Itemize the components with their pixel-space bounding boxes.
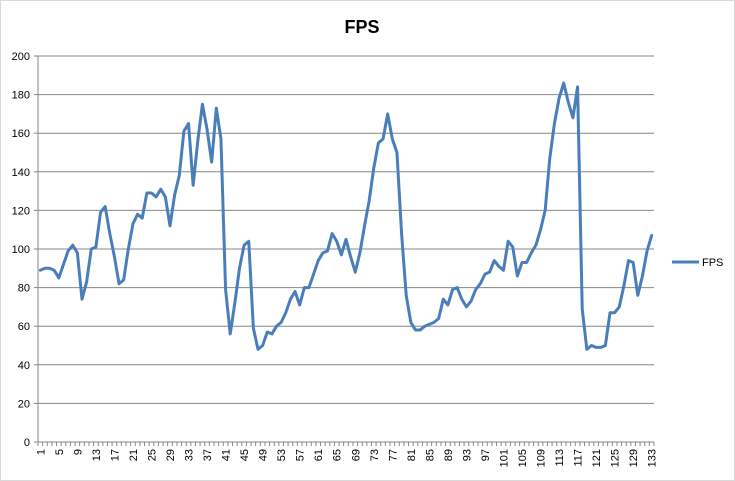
x-tick-label: 121 xyxy=(591,449,603,467)
y-tick-label: 80 xyxy=(18,283,30,295)
x-tick-label: 69 xyxy=(350,449,362,461)
x-tick-label: 9 xyxy=(72,449,84,455)
x-tick-label: 33 xyxy=(184,449,196,461)
x-tick-label: 65 xyxy=(332,449,344,461)
x-tick-label: 133 xyxy=(647,449,659,467)
y-tick-label: 140 xyxy=(12,167,30,179)
x-tick-label: 77 xyxy=(387,449,399,461)
x-tick-label: 113 xyxy=(554,449,566,467)
x-tick-label: 5 xyxy=(54,449,66,455)
x-tick-label: 85 xyxy=(424,449,436,461)
y-tick-label: 40 xyxy=(18,360,30,372)
y-tick-label: 160 xyxy=(12,128,30,140)
x-tick-label: 125 xyxy=(610,449,622,467)
x-tick-label: 73 xyxy=(369,449,381,461)
gridlines xyxy=(38,55,654,404)
x-tick-label: 93 xyxy=(461,449,473,461)
y-tick-label: 60 xyxy=(18,321,30,333)
x-tick-label: 97 xyxy=(480,449,492,461)
legend-label-fps: FPS xyxy=(702,257,723,269)
chart-title: FPS xyxy=(344,17,379,37)
series-line-fps xyxy=(38,81,654,351)
x-tick-label: 45 xyxy=(239,449,251,461)
legend: FPS xyxy=(672,257,723,269)
y-tick-label: 200 xyxy=(12,51,30,63)
x-tick-label: 13 xyxy=(91,449,103,461)
x-tick-label: 109 xyxy=(536,449,548,467)
x-tick-label: 81 xyxy=(406,449,418,461)
y-tick-label: 120 xyxy=(12,205,30,217)
x-tick-label: 25 xyxy=(146,449,158,461)
x-tick-label: 57 xyxy=(295,449,307,461)
x-tick-label: 129 xyxy=(628,449,640,467)
x-tick-label: 17 xyxy=(109,449,121,461)
x-tick-label: 89 xyxy=(443,449,455,461)
y-tick-label: 20 xyxy=(18,398,30,410)
x-axis-ticks: 1 5 9 13 17 21 25 29 33 37 41 45 49 53 57 61 65 69 73 77 81 8… xyxy=(35,442,659,467)
x-tick-label: 117 xyxy=(573,449,585,467)
x-tick-label: 49 xyxy=(258,449,270,461)
x-tick-label: 53 xyxy=(276,449,288,461)
y-tick-label: 180 xyxy=(12,90,30,102)
x-tick-label: 37 xyxy=(202,449,214,461)
y-tick-label: 100 xyxy=(12,244,30,256)
y-tick-label: 0 xyxy=(24,437,30,449)
x-tick-label: 101 xyxy=(498,449,510,467)
x-tick-label: 61 xyxy=(313,449,325,461)
y-axis-ticks: 0 20 40 60 80 100 120 140 160 180 200 xyxy=(12,51,38,449)
series-layer xyxy=(38,81,654,351)
x-tick-label: 1 xyxy=(35,449,47,455)
x-tick-label: 105 xyxy=(517,449,529,467)
x-tick-label: 29 xyxy=(165,449,177,461)
x-tick-label: 41 xyxy=(221,449,233,461)
x-tick-label: 21 xyxy=(128,449,140,461)
